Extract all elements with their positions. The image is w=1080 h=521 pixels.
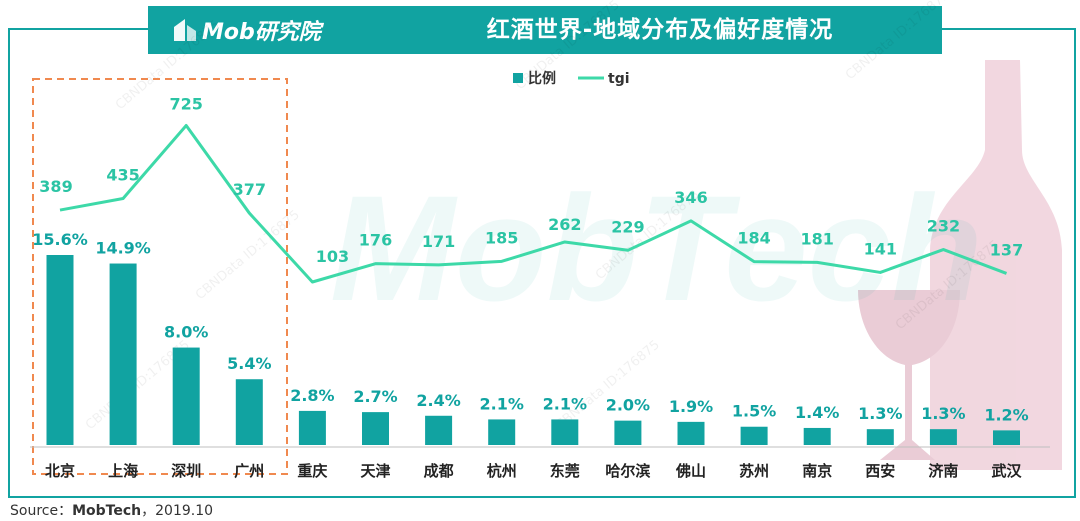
tgi-value-label: 176: [359, 231, 392, 250]
tgi-value-label: 141: [864, 239, 897, 258]
source-note: Source：MobTech，2019.10: [10, 500, 213, 520]
legend: 比例 tgi: [513, 70, 630, 87]
bar-value-label: 2.7%: [353, 387, 397, 406]
x-tick-label: 南京: [802, 462, 832, 480]
bar-value-label: 2.1%: [480, 394, 524, 413]
bar: [298, 410, 326, 445]
bar: [362, 412, 389, 445]
x-tick-label: 西安: [865, 462, 895, 480]
svg-text:MobTech: MobTech: [330, 164, 983, 332]
watermark-id-text: CBNData ID:176875: [113, 18, 223, 114]
x-tick-label: 哈尔滨: [605, 462, 650, 480]
bar-value-label: 2.4%: [416, 391, 460, 410]
tgi-line: [59, 124, 1008, 284]
wine-bottle-decoration: [858, 60, 1062, 470]
bar: [993, 430, 1020, 445]
highlight-box: [32, 78, 288, 475]
watermark-id-text: CBNData ID:176875: [843, 0, 953, 83]
x-tick-label: 武汉: [991, 462, 1022, 480]
bar-value-label: 15.6%: [32, 230, 88, 249]
x-tick-label: 济南: [928, 462, 958, 480]
source-date: ，2019.10: [141, 503, 214, 519]
bar-value-label: 1.3%: [858, 404, 902, 423]
mob-logo-icon: [174, 19, 196, 41]
bar: [614, 420, 642, 445]
tgi-value-label: 185: [485, 228, 518, 247]
legend-bar-label: 比例: [528, 70, 556, 87]
bar-value-label: 1.2%: [984, 405, 1028, 424]
bar: [929, 429, 957, 445]
watermark-id-text: CBNData ID:176875: [553, 338, 663, 434]
x-tick-label: 天津: [360, 462, 390, 480]
bar-value-label: 2.1%: [543, 394, 587, 413]
tgi-value-label: 181: [800, 229, 833, 248]
tgi-value-label: 377: [233, 180, 266, 199]
bar: [803, 427, 831, 445]
x-tick-label: 苏州: [739, 462, 769, 480]
bar: [235, 379, 263, 445]
bar-value-label: 8.0%: [164, 323, 208, 342]
bar-value-label: 2.0%: [606, 396, 650, 415]
tgi-value-label: 346: [674, 188, 707, 207]
tgi-value-label: 184: [737, 229, 770, 248]
bar: [677, 421, 705, 445]
bar: [425, 415, 453, 445]
bar-value-label: 1.5%: [732, 402, 776, 421]
tgi-value-label: 137: [990, 240, 1023, 259]
tgi-value-label: 389: [39, 177, 72, 196]
x-tick-label: 重庆: [297, 462, 327, 480]
bar: [551, 419, 579, 445]
bar-value-label: 14.9%: [95, 239, 151, 258]
x-tick-label: 深圳: [171, 462, 201, 480]
x-tick-label: 成都: [424, 462, 454, 480]
legend-line-label: tgi: [608, 71, 630, 87]
bars-layer: 15.6% 14.9% 8.0% 5.4% 2.8% 2.7% 2.4% 2.1% 2.1% 2.…: [32, 230, 1029, 445]
tgi-value-label: 262: [548, 215, 581, 234]
source-prefix: Source：: [10, 503, 73, 519]
tgi-value-label: 103: [316, 247, 349, 266]
tgi-value-label: 435: [106, 165, 139, 184]
tgi-value-label: 171: [422, 232, 455, 251]
tgi-line-layer: 389 435 725 377 103 176 171 185 262 229 346 184 181 1…: [39, 95, 1023, 284]
bar-value-label: 2.8%: [290, 386, 334, 405]
x-tick-labels: 北京 上海 深圳 广州 重庆 天津 成都 杭州 东莞 哈尔滨 佛山 苏州 南京 西安 济南 武汉: [45, 462, 1023, 480]
bar: [172, 347, 200, 445]
x-tick-label: 佛山: [675, 462, 706, 480]
x-tick-label: 东莞: [550, 462, 580, 480]
logo-text: Mob研究院: [202, 20, 321, 45]
bar: [866, 429, 894, 445]
chart-title: 红酒世界-地域分布及偏好度情况: [486, 17, 834, 43]
x-tick-label: 上海: [108, 462, 138, 480]
bar-value-label: 1.9%: [669, 397, 713, 416]
bar: [46, 255, 74, 445]
legend-bar-swatch: [513, 73, 523, 83]
bar: [488, 419, 516, 445]
tgi-value-label: 725: [169, 95, 202, 114]
bar-value-label: 1.3%: [921, 404, 965, 423]
bar: [109, 263, 137, 445]
x-tick-label: 北京: [45, 462, 75, 480]
bar-value-label: 1.4%: [795, 403, 839, 422]
x-tick-label: 杭州: [487, 462, 517, 480]
x-tick-label: 广州: [234, 462, 264, 480]
source-org: MobTech: [72, 503, 142, 519]
bar-value-label: 5.4%: [227, 354, 271, 373]
watermark: MobTech: [330, 164, 983, 332]
mob-logo: Mob研究院: [172, 15, 321, 45]
title-bar: Mob研究院 红酒世界-地域分布及偏好度情况: [148, 6, 942, 54]
bar: [740, 426, 768, 445]
tgi-value-label: 229: [611, 217, 644, 236]
tgi-value-label: 232: [927, 217, 960, 236]
